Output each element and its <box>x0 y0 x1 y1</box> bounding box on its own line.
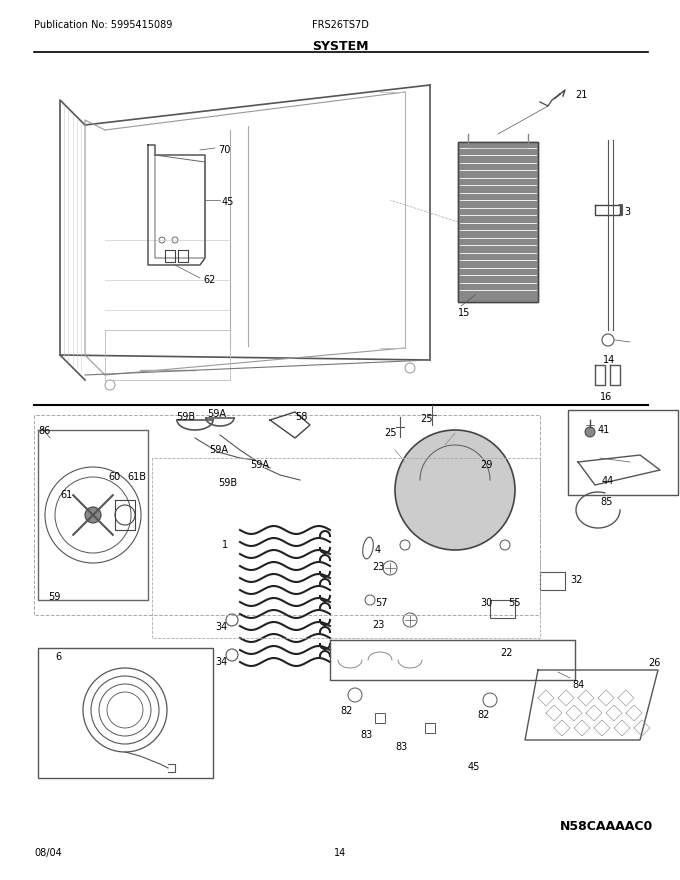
Text: 57: 57 <box>375 598 388 608</box>
Text: 58: 58 <box>295 412 307 422</box>
Text: 85: 85 <box>600 497 613 507</box>
Text: 3: 3 <box>624 207 630 217</box>
Text: 22: 22 <box>500 648 513 658</box>
Text: 84: 84 <box>572 680 584 690</box>
Circle shape <box>395 430 515 550</box>
Text: 59B: 59B <box>218 478 237 488</box>
Text: 86: 86 <box>38 426 50 436</box>
Text: 30: 30 <box>480 598 492 608</box>
Text: 4: 4 <box>375 545 381 555</box>
Circle shape <box>585 427 595 437</box>
Text: 70: 70 <box>218 145 231 155</box>
Text: 41: 41 <box>598 425 610 435</box>
Text: 82: 82 <box>477 710 490 720</box>
Text: 59B: 59B <box>176 412 195 422</box>
Text: 14: 14 <box>334 848 346 858</box>
Text: SYSTEM: SYSTEM <box>311 40 369 53</box>
Text: 21: 21 <box>575 90 588 100</box>
Text: 60: 60 <box>108 472 120 482</box>
Text: 1: 1 <box>222 540 228 550</box>
Text: 25: 25 <box>420 414 432 424</box>
Text: 26: 26 <box>648 658 660 668</box>
Text: 23: 23 <box>372 562 384 572</box>
Text: 16: 16 <box>600 392 612 402</box>
Text: 32: 32 <box>570 575 582 585</box>
Text: Publication No: 5995415089: Publication No: 5995415089 <box>34 20 172 30</box>
Bar <box>38 648 213 778</box>
Text: 59: 59 <box>48 592 61 602</box>
Text: 55: 55 <box>508 598 520 608</box>
Text: 29: 29 <box>480 460 492 470</box>
Text: FRS26TS7D: FRS26TS7D <box>312 20 369 30</box>
Text: 25: 25 <box>384 428 396 438</box>
Text: 08/04: 08/04 <box>34 848 62 858</box>
Bar <box>425 723 435 733</box>
Bar <box>568 410 678 495</box>
Text: 45: 45 <box>222 197 235 207</box>
Text: 44: 44 <box>602 476 614 486</box>
Circle shape <box>85 507 101 523</box>
Text: 15: 15 <box>458 308 471 318</box>
Text: 59A: 59A <box>207 409 226 419</box>
Text: 14: 14 <box>603 355 615 365</box>
Text: 83: 83 <box>360 730 372 740</box>
Bar <box>458 142 538 302</box>
Text: N58CAAAAC0: N58CAAAAC0 <box>560 820 653 833</box>
Text: 6: 6 <box>55 652 61 662</box>
Text: 34: 34 <box>215 622 227 632</box>
Text: 62: 62 <box>203 275 216 285</box>
Text: 59A: 59A <box>250 460 269 470</box>
Text: 45: 45 <box>468 762 480 772</box>
Bar <box>375 713 385 723</box>
Text: 61: 61 <box>60 490 72 500</box>
Text: 83: 83 <box>395 742 407 752</box>
Text: 82: 82 <box>340 706 352 716</box>
Text: 34: 34 <box>215 657 227 667</box>
Text: 61B: 61B <box>127 472 146 482</box>
Text: 59A: 59A <box>209 445 228 455</box>
Bar <box>458 142 538 302</box>
Text: 23: 23 <box>372 620 384 630</box>
